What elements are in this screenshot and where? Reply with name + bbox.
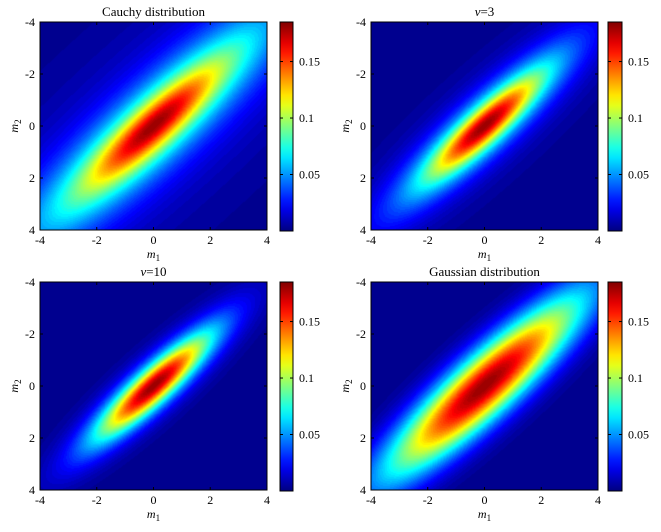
y-tick-label: 2 (360, 171, 366, 185)
x-tick-label: 2 (207, 493, 213, 507)
y-tick-label: -4 (25, 275, 35, 289)
x-tick-label: 4 (264, 233, 270, 247)
y-axis-label: m2 (7, 119, 23, 132)
y-tick-label: -2 (25, 67, 35, 81)
colorbar: 0.05 0.1 0.15 (607, 21, 649, 232)
y-tick-label: 0 (29, 119, 35, 133)
y-tick-label: -2 (356, 67, 366, 81)
colorbar-gradient (279, 21, 294, 232)
x-tick-label: 4 (595, 493, 601, 507)
colorbar-gradient (607, 21, 623, 232)
x-tick-label: 2 (207, 233, 213, 247)
x-tick-label: -4 (366, 493, 376, 507)
colorbar: 0.05 0.1 0.15 (279, 21, 320, 232)
y-tick-label: 0 (29, 379, 35, 393)
colorbar-gradient (279, 281, 294, 492)
y-tick-label: 2 (29, 431, 35, 445)
y-tick-label: 4 (29, 223, 35, 237)
x-tick-label: 0 (482, 493, 488, 507)
x-tick-label: 0 (151, 233, 157, 247)
x-axis-label: m1 (478, 247, 491, 263)
heatmap-image (371, 282, 598, 490)
y-tick-label: 2 (29, 171, 35, 185)
x-axis-label: m1 (478, 507, 491, 523)
y-tick-label: -4 (356, 15, 366, 29)
chart-title: ν=10 (140, 264, 166, 279)
colorbar-tick-label: 0.1 (299, 371, 314, 385)
x-tick-label: -2 (92, 493, 102, 507)
chart-title: Cauchy distribution (102, 4, 205, 19)
x-tick-label: 0 (151, 493, 157, 507)
y-tick-label: -2 (25, 327, 35, 341)
x-tick-label: 2 (538, 233, 544, 247)
chart-title: Gaussian distribution (429, 264, 540, 279)
colorbar-tick-label: 0.05 (299, 428, 320, 442)
colorbar-tick-label: 0.1 (628, 371, 643, 385)
x-axis-label: m1 (147, 507, 160, 523)
y-tick-label: 2 (360, 431, 366, 445)
y-tick-label: 4 (29, 483, 35, 497)
x-tick-label: -4 (35, 493, 45, 507)
colorbar-tick-label: 0.05 (299, 168, 320, 182)
colorbar-tick-label: 0.1 (628, 111, 643, 125)
y-axis-label: m2 (7, 379, 23, 392)
colorbar-tick-label: 0.05 (628, 428, 649, 442)
y-axis-label: m2 (338, 119, 354, 132)
colorbar-gradient (607, 281, 623, 492)
colorbar-tick-label: 0.15 (628, 55, 649, 69)
y-tick-label: -4 (356, 275, 366, 289)
heatmap-image (40, 282, 267, 490)
y-tick-label: 4 (360, 223, 366, 237)
x-tick-label: 4 (264, 493, 270, 507)
colorbar-tick-label: 0.05 (628, 168, 649, 182)
x-tick-label: -4 (35, 233, 45, 247)
x-tick-label: 4 (595, 233, 601, 247)
y-axis-label: m2 (338, 379, 354, 392)
colorbar: 0.05 0.1 0.15 (279, 281, 320, 492)
y-tick-label: 0 (360, 119, 366, 133)
colorbar-tick-label: 0.15 (628, 315, 649, 329)
x-tick-label: -4 (366, 233, 376, 247)
y-tick-label: 4 (360, 483, 366, 497)
heatmap-image (371, 22, 598, 230)
y-tick-label: -2 (356, 327, 366, 341)
y-tick-label: 0 (360, 379, 366, 393)
heatmap-image (40, 22, 267, 230)
chart-title: ν=3 (475, 4, 495, 19)
colorbar-tick-label: 0.1 (299, 111, 314, 125)
x-tick-label: 2 (538, 493, 544, 507)
x-axis-label: m1 (147, 247, 160, 263)
colorbar-tick-label: 0.15 (299, 315, 320, 329)
x-tick-label: -2 (423, 233, 433, 247)
colorbar-tick-label: 0.15 (299, 55, 320, 69)
x-tick-label: -2 (92, 233, 102, 247)
y-tick-label: -4 (25, 15, 35, 29)
x-tick-label: 0 (482, 233, 488, 247)
x-tick-label: -2 (423, 493, 433, 507)
colorbar: 0.05 0.1 0.15 (607, 281, 649, 492)
